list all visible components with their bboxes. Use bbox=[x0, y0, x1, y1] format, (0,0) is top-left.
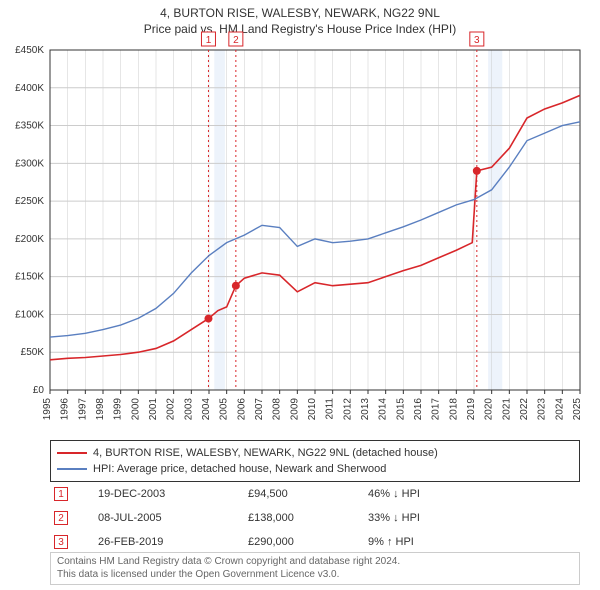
svg-text:1999: 1999 bbox=[113, 398, 124, 421]
sale-marker-number: 3 bbox=[58, 537, 64, 548]
legend-label-hpi: HPI: Average price, detached house, Newa… bbox=[93, 463, 386, 475]
svg-text:£150K: £150K bbox=[15, 272, 44, 283]
svg-text:2002: 2002 bbox=[166, 398, 177, 421]
svg-text:2011: 2011 bbox=[325, 398, 336, 420]
svg-text:2021: 2021 bbox=[501, 398, 512, 421]
sale-marker-price: £138,000 bbox=[248, 512, 368, 524]
svg-text:1997: 1997 bbox=[77, 398, 88, 421]
title-line-2: Price paid vs. HM Land Registry's House … bbox=[0, 22, 600, 36]
sale-marker-badge: 2 bbox=[54, 511, 68, 525]
legend-item-property: 4, BURTON RISE, WALESBY, NEWARK, NG22 9N… bbox=[57, 445, 573, 461]
svg-text:£450K: £450K bbox=[15, 45, 44, 56]
svg-text:2019: 2019 bbox=[466, 398, 477, 421]
sale-markers-table: 1 19-DEC-2003 £94,500 46% ↓ HPI 2 08-JUL… bbox=[50, 480, 580, 552]
svg-text:2017: 2017 bbox=[431, 398, 442, 421]
svg-text:1: 1 bbox=[206, 35, 212, 46]
legend-swatch-property bbox=[57, 452, 87, 454]
svg-text:2008: 2008 bbox=[272, 398, 283, 421]
svg-text:2: 2 bbox=[233, 35, 239, 46]
sale-marker-badge: 3 bbox=[54, 535, 68, 549]
sale-marker-badge: 1 bbox=[54, 487, 68, 501]
footer-line-1: Contains HM Land Registry data © Crown c… bbox=[57, 556, 573, 569]
svg-text:1995: 1995 bbox=[42, 398, 53, 421]
sale-marker-diff: 9% ↑ HPI bbox=[368, 536, 488, 548]
svg-text:1998: 1998 bbox=[95, 398, 106, 421]
chart-area: £0£50K£100K£150K£200K£250K£300K£350K£400… bbox=[50, 50, 580, 390]
svg-text:2004: 2004 bbox=[201, 398, 212, 421]
svg-text:2012: 2012 bbox=[342, 398, 353, 421]
svg-text:2001: 2001 bbox=[148, 398, 159, 421]
svg-text:2020: 2020 bbox=[484, 398, 495, 421]
svg-text:£0: £0 bbox=[33, 385, 45, 396]
sale-marker-row: 1 19-DEC-2003 £94,500 46% ↓ HPI bbox=[50, 484, 580, 504]
sale-marker-price: £290,000 bbox=[248, 536, 368, 548]
sale-marker-date: 19-DEC-2003 bbox=[98, 488, 248, 500]
svg-text:£350K: £350K bbox=[15, 121, 44, 132]
sale-marker-diff: 46% ↓ HPI bbox=[368, 488, 488, 500]
legend-swatch-hpi bbox=[57, 468, 87, 470]
svg-text:£100K: £100K bbox=[15, 309, 44, 320]
sale-marker-diff: 33% ↓ HPI bbox=[368, 512, 488, 524]
svg-text:2006: 2006 bbox=[236, 398, 247, 421]
line-chart: £0£50K£100K£150K£200K£250K£300K£350K£400… bbox=[50, 50, 580, 390]
sale-marker-row: 2 08-JUL-2005 £138,000 33% ↓ HPI bbox=[50, 508, 580, 528]
svg-text:2022: 2022 bbox=[519, 398, 530, 421]
footer-attribution: Contains HM Land Registry data © Crown c… bbox=[50, 552, 580, 585]
svg-text:2010: 2010 bbox=[307, 398, 318, 421]
title-line-1: 4, BURTON RISE, WALESBY, NEWARK, NG22 9N… bbox=[0, 6, 600, 20]
svg-text:2009: 2009 bbox=[289, 398, 300, 421]
sale-marker-price: £94,500 bbox=[248, 488, 368, 500]
svg-text:2005: 2005 bbox=[219, 398, 230, 421]
svg-text:2015: 2015 bbox=[395, 398, 406, 421]
sale-marker-date: 08-JUL-2005 bbox=[98, 512, 248, 524]
legend: 4, BURTON RISE, WALESBY, NEWARK, NG22 9N… bbox=[50, 440, 580, 482]
sale-marker-row: 3 26-FEB-2019 £290,000 9% ↑ HPI bbox=[50, 532, 580, 552]
svg-text:2000: 2000 bbox=[130, 398, 141, 421]
svg-text:2003: 2003 bbox=[183, 398, 194, 421]
svg-text:£250K: £250K bbox=[15, 196, 44, 207]
svg-text:£300K: £300K bbox=[15, 158, 44, 169]
sale-marker-number: 2 bbox=[58, 513, 64, 524]
svg-text:2016: 2016 bbox=[413, 398, 424, 421]
svg-text:2013: 2013 bbox=[360, 398, 371, 421]
svg-text:2007: 2007 bbox=[254, 398, 265, 421]
svg-text:2024: 2024 bbox=[554, 398, 565, 421]
svg-text:2023: 2023 bbox=[537, 398, 548, 421]
svg-text:£400K: £400K bbox=[15, 83, 44, 94]
chart-title: 4, BURTON RISE, WALESBY, NEWARK, NG22 9N… bbox=[0, 0, 600, 36]
svg-text:2014: 2014 bbox=[378, 398, 389, 421]
svg-text:2018: 2018 bbox=[448, 398, 459, 421]
legend-item-hpi: HPI: Average price, detached house, Newa… bbox=[57, 461, 573, 477]
footer-line-2: This data is licensed under the Open Gov… bbox=[57, 569, 573, 582]
svg-text:1996: 1996 bbox=[60, 398, 71, 421]
svg-text:£50K: £50K bbox=[21, 347, 45, 358]
sale-marker-date: 26-FEB-2019 bbox=[98, 536, 248, 548]
svg-text:3: 3 bbox=[474, 35, 480, 46]
svg-text:£200K: £200K bbox=[15, 234, 44, 245]
sale-marker-number: 1 bbox=[58, 489, 64, 500]
legend-label-property: 4, BURTON RISE, WALESBY, NEWARK, NG22 9N… bbox=[93, 447, 438, 459]
svg-text:2025: 2025 bbox=[572, 398, 583, 421]
